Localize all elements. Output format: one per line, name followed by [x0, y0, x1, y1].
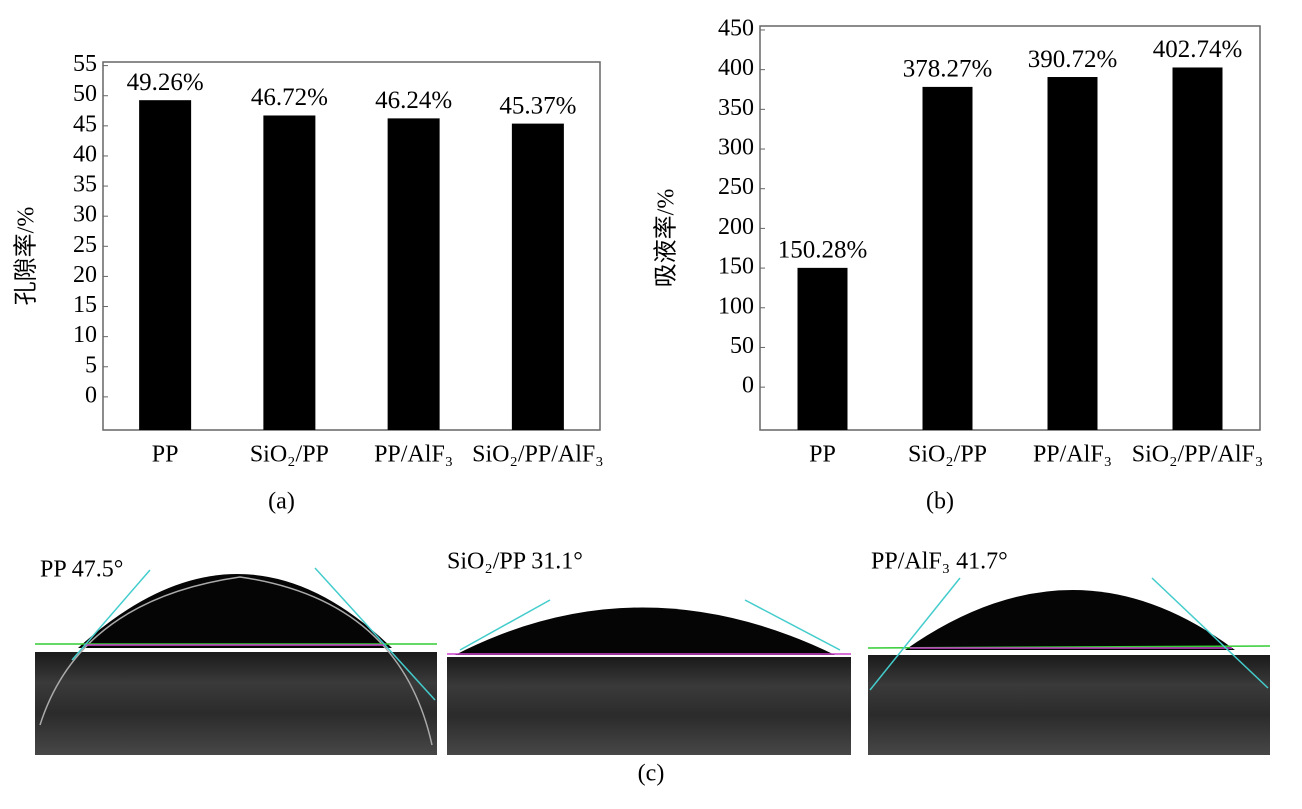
- x-tick-label: PP: [152, 442, 179, 468]
- y-tick-label: 250: [718, 174, 754, 200]
- photo-label: SiO₂/PP 31.1°: [447, 549, 583, 575]
- value-label: 46.24%: [375, 87, 452, 114]
- bar: [1172, 67, 1223, 431]
- y-tick-label: 0: [742, 373, 754, 399]
- y-tick-label: 40: [73, 141, 97, 167]
- x-tick-label: PP/AlF₃: [374, 442, 453, 468]
- value-label: 402.74%: [1153, 36, 1243, 63]
- x-tick-label: SiO₂/PP/AlF₃: [472, 442, 603, 468]
- photo-sio2-pp: [447, 599, 851, 755]
- photo-pp: [35, 567, 437, 755]
- y-tick-label: 35: [73, 172, 97, 198]
- y-tick-label: 50: [73, 81, 97, 107]
- value-label: 45.37%: [499, 92, 576, 119]
- y-tick-label: 55: [73, 51, 97, 77]
- bar: [1047, 77, 1098, 430]
- y-tick-label: 100: [718, 293, 754, 319]
- caption: (a): [268, 489, 295, 515]
- x-tick-label: SiO₂/PP/AlF₃: [1132, 442, 1263, 468]
- y-tick-label: 300: [718, 135, 754, 161]
- bar: [139, 100, 192, 430]
- value-label: 378.27%: [903, 56, 993, 83]
- y-tick-label: 150: [718, 254, 754, 280]
- bar: [922, 86, 973, 430]
- x-tick-label: SiO₂/PP: [250, 442, 329, 468]
- value-label: 46.72%: [251, 84, 328, 111]
- y-tick-label: 45: [73, 111, 97, 137]
- bar: [263, 115, 316, 431]
- caption: (c): [638, 761, 665, 787]
- y-tick-label: 200: [718, 214, 754, 240]
- photo-pp-alf3: [867, 577, 1271, 755]
- bar: [511, 123, 564, 430]
- photo-label: PP 47.5°: [40, 557, 123, 583]
- y-tick-label: 25: [73, 232, 97, 258]
- y-axis-label: 吸液率/%: [653, 189, 680, 288]
- y-tick-label: 20: [73, 262, 97, 288]
- x-tick-label: PP: [809, 442, 836, 468]
- y-tick-label: 30: [73, 202, 97, 228]
- value-label: 150.28%: [778, 237, 868, 264]
- y-tick-label: 50: [730, 333, 754, 359]
- y-tick-label: 10: [73, 322, 97, 348]
- photo-label: PP/AlF₃ 41.7°: [871, 549, 1008, 575]
- y-tick-label: 450: [718, 15, 754, 41]
- value-label: 390.72%: [1028, 46, 1118, 73]
- x-tick-label: SiO₂/PP: [908, 442, 987, 468]
- bar: [797, 267, 848, 430]
- bar: [387, 118, 440, 431]
- y-tick-label: 400: [718, 55, 754, 81]
- y-axis-label: 孔隙率/%: [13, 207, 40, 306]
- y-tick-label: 0: [85, 382, 97, 408]
- y-tick-label: 5: [85, 352, 97, 378]
- caption: (b): [926, 489, 954, 515]
- y-tick-label: 350: [718, 95, 754, 121]
- x-tick-label: PP/AlF₃: [1033, 442, 1112, 468]
- y-tick-label: 15: [73, 292, 97, 318]
- value-label: 49.26%: [127, 69, 204, 96]
